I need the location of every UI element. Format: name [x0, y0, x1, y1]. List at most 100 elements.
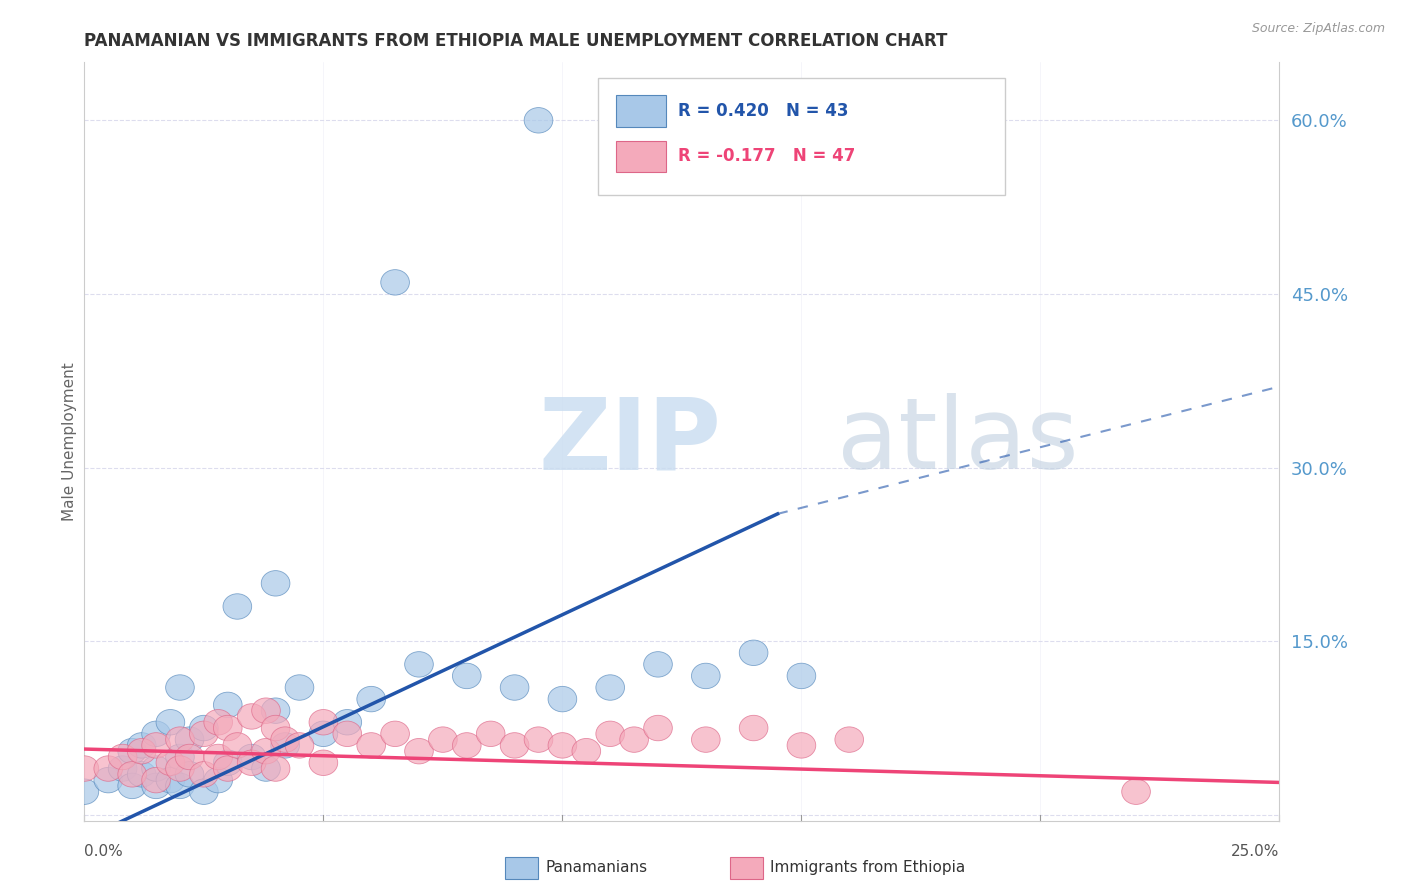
Ellipse shape: [176, 727, 204, 752]
Ellipse shape: [190, 762, 218, 787]
Ellipse shape: [166, 773, 194, 798]
Ellipse shape: [252, 698, 280, 723]
Ellipse shape: [128, 732, 156, 758]
Ellipse shape: [214, 756, 242, 781]
Ellipse shape: [740, 640, 768, 665]
Ellipse shape: [142, 732, 170, 758]
Text: PANAMANIAN VS IMMIGRANTS FROM ETHIOPIA MALE UNEMPLOYMENT CORRELATION CHART: PANAMANIAN VS IMMIGRANTS FROM ETHIOPIA M…: [84, 32, 948, 50]
Ellipse shape: [644, 652, 672, 677]
Ellipse shape: [620, 727, 648, 752]
Ellipse shape: [357, 686, 385, 712]
Ellipse shape: [94, 767, 122, 793]
Ellipse shape: [142, 721, 170, 747]
Ellipse shape: [333, 721, 361, 747]
Ellipse shape: [118, 762, 146, 787]
Text: Panamanians: Panamanians: [546, 860, 648, 874]
Ellipse shape: [142, 773, 170, 798]
Ellipse shape: [128, 739, 156, 764]
Ellipse shape: [238, 704, 266, 729]
Ellipse shape: [128, 762, 156, 787]
Ellipse shape: [381, 721, 409, 747]
Ellipse shape: [108, 756, 136, 781]
Ellipse shape: [166, 744, 194, 770]
Ellipse shape: [381, 269, 409, 295]
Ellipse shape: [1122, 779, 1150, 805]
Ellipse shape: [285, 674, 314, 700]
Ellipse shape: [214, 715, 242, 740]
Text: R = 0.420   N = 43: R = 0.420 N = 43: [678, 102, 849, 120]
Ellipse shape: [156, 750, 184, 775]
Text: atlas: atlas: [838, 393, 1078, 490]
Y-axis label: Male Unemployment: Male Unemployment: [62, 362, 77, 521]
Ellipse shape: [190, 779, 218, 805]
Ellipse shape: [477, 721, 505, 747]
Ellipse shape: [166, 756, 194, 781]
FancyBboxPatch shape: [599, 78, 1005, 195]
Ellipse shape: [262, 698, 290, 723]
Text: R = -0.177   N = 47: R = -0.177 N = 47: [678, 147, 856, 165]
Ellipse shape: [204, 709, 232, 735]
Ellipse shape: [429, 727, 457, 752]
Ellipse shape: [333, 709, 361, 735]
Ellipse shape: [224, 594, 252, 619]
Ellipse shape: [176, 744, 204, 770]
Text: ZIP: ZIP: [538, 393, 721, 490]
Ellipse shape: [156, 767, 184, 793]
Ellipse shape: [176, 762, 204, 787]
Ellipse shape: [309, 750, 337, 775]
Ellipse shape: [156, 709, 184, 735]
Ellipse shape: [214, 692, 242, 718]
Ellipse shape: [572, 739, 600, 764]
Ellipse shape: [740, 715, 768, 740]
Ellipse shape: [70, 756, 98, 781]
Ellipse shape: [238, 750, 266, 775]
Ellipse shape: [309, 721, 337, 747]
Ellipse shape: [108, 744, 136, 770]
Ellipse shape: [224, 732, 252, 758]
Ellipse shape: [787, 732, 815, 758]
Ellipse shape: [94, 756, 122, 781]
Ellipse shape: [204, 744, 232, 770]
Ellipse shape: [405, 652, 433, 677]
Ellipse shape: [262, 571, 290, 596]
Ellipse shape: [204, 767, 232, 793]
Ellipse shape: [835, 727, 863, 752]
Ellipse shape: [787, 664, 815, 689]
Ellipse shape: [190, 715, 218, 740]
Ellipse shape: [644, 715, 672, 740]
Ellipse shape: [596, 674, 624, 700]
Ellipse shape: [214, 750, 242, 775]
Ellipse shape: [238, 744, 266, 770]
Ellipse shape: [309, 709, 337, 735]
Ellipse shape: [70, 779, 98, 805]
Ellipse shape: [142, 767, 170, 793]
Ellipse shape: [548, 686, 576, 712]
Text: 0.0%: 0.0%: [84, 844, 124, 859]
Ellipse shape: [166, 727, 194, 752]
Ellipse shape: [357, 732, 385, 758]
FancyBboxPatch shape: [616, 95, 666, 127]
Ellipse shape: [262, 715, 290, 740]
FancyBboxPatch shape: [616, 141, 666, 172]
Ellipse shape: [453, 664, 481, 689]
Ellipse shape: [692, 664, 720, 689]
Ellipse shape: [142, 756, 170, 781]
Ellipse shape: [118, 773, 146, 798]
Ellipse shape: [453, 732, 481, 758]
Ellipse shape: [262, 756, 290, 781]
Text: 25.0%: 25.0%: [1232, 844, 1279, 859]
Ellipse shape: [405, 739, 433, 764]
Ellipse shape: [524, 727, 553, 752]
Ellipse shape: [524, 108, 553, 133]
Ellipse shape: [118, 739, 146, 764]
Ellipse shape: [166, 674, 194, 700]
Text: Source: ZipAtlas.com: Source: ZipAtlas.com: [1251, 22, 1385, 36]
Ellipse shape: [190, 721, 218, 747]
Ellipse shape: [252, 739, 280, 764]
Ellipse shape: [271, 727, 299, 752]
Ellipse shape: [596, 721, 624, 747]
Ellipse shape: [285, 732, 314, 758]
Ellipse shape: [252, 756, 280, 781]
Ellipse shape: [692, 727, 720, 752]
Ellipse shape: [501, 674, 529, 700]
